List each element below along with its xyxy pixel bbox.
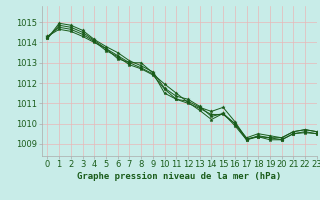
X-axis label: Graphe pression niveau de la mer (hPa): Graphe pression niveau de la mer (hPa) bbox=[77, 172, 281, 181]
